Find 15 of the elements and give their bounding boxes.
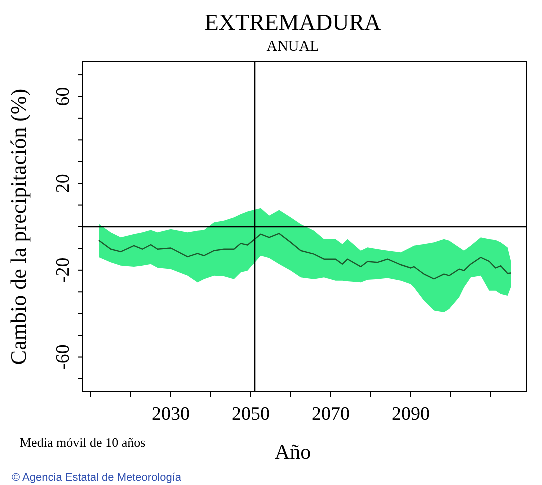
x-tick-label: 2050 <box>232 404 270 425</box>
y-axis-title: Cambio de la precipitación (%) <box>6 88 31 366</box>
y-tick-label: 60 <box>53 87 74 106</box>
chart-title: EXTREMADURA <box>204 10 382 35</box>
x-tick-label: 2090 <box>392 404 430 425</box>
x-tick-label: 2070 <box>312 404 350 425</box>
y-tick-label: 20 <box>53 174 74 194</box>
x-tick-label: 2030 <box>152 404 190 425</box>
y-tick-label: -20 <box>53 258 74 284</box>
text: Media móvil de 10 años <box>20 435 146 450</box>
line-series <box>98 233 512 280</box>
text: © Agencia Estatal de Meteorología <box>12 472 182 484</box>
chart-subtitle: ANUAL <box>266 39 320 55</box>
x-axis-title: Año <box>274 440 312 464</box>
y-tick-label: -60 <box>53 344 74 370</box>
